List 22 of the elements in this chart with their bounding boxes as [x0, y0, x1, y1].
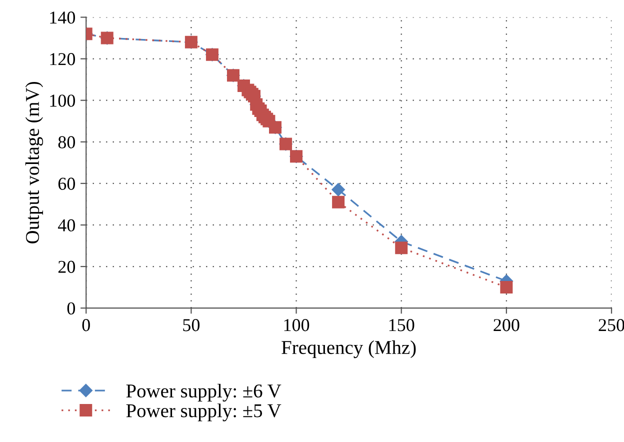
x-tick-label: 0 [82, 319, 90, 332]
point [332, 183, 345, 196]
y-tick-label: 140 [50, 11, 76, 24]
x-tick-label: 50 [183, 319, 200, 332]
x-tick-label: 200 [494, 319, 520, 332]
x-tick-label: 100 [284, 319, 310, 332]
y-tick-label: 120 [50, 53, 76, 66]
legend-label: Power supply: ±6 V [126, 384, 282, 402]
y-tick-label: 80 [58, 136, 76, 148]
y-tick-label: 100 [50, 94, 76, 107]
x-tick-label: 150 [389, 319, 414, 332]
legend-label: Power supply: ±5 V [126, 404, 282, 422]
point [500, 281, 513, 294]
point [332, 196, 345, 208]
x-tick-label: 250 [598, 319, 624, 332]
y-tick-label: 40 [58, 219, 76, 232]
y-tick-label: 0 [67, 302, 76, 315]
y-tick-label: 20 [58, 260, 76, 273]
x-axis-title: Frequency (Mhz) [282, 340, 416, 358]
y-tick-label: 60 [58, 178, 76, 190]
y-axis-title: Output voltage (mV) [25, 82, 44, 244]
point [395, 242, 408, 254]
